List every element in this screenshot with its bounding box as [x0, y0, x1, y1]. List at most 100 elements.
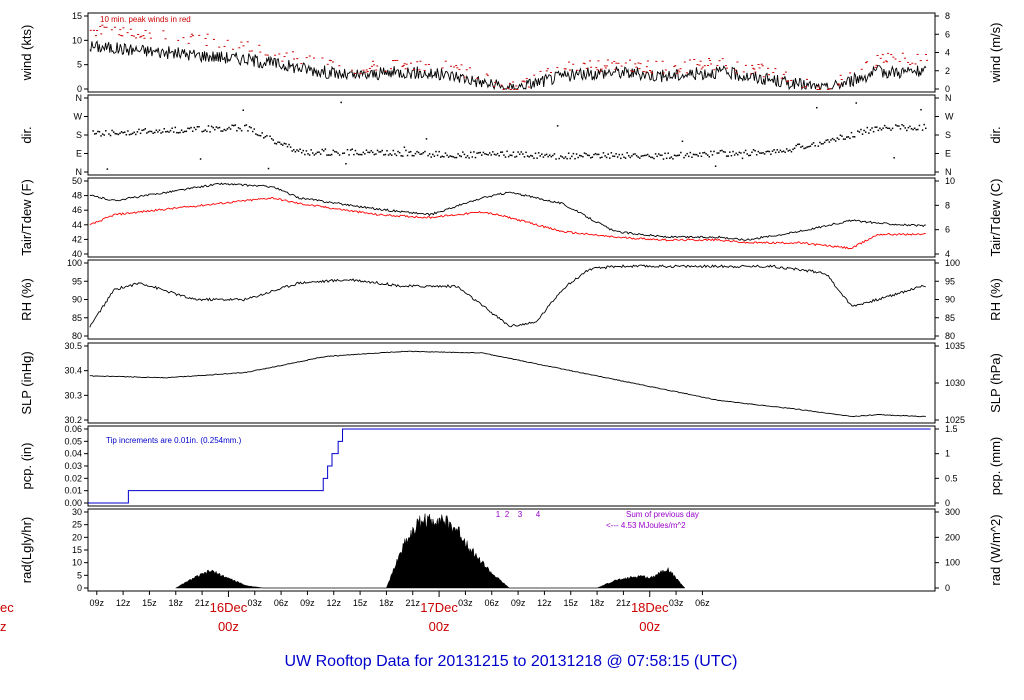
wind-peak-mark [142, 35, 145, 37]
wind-peak-mark [774, 68, 777, 70]
wind-peak-mark [522, 80, 525, 82]
wind-peak-mark [696, 64, 699, 66]
wind-peak-mark [890, 54, 893, 56]
wind-peak-mark [513, 89, 516, 90]
wind-peak-mark [709, 59, 712, 61]
dir-point [752, 149, 755, 151]
dir-point [555, 158, 557, 160]
pcp-ytick-left: 0.05 [64, 436, 82, 446]
wind-peak-mark [424, 64, 427, 66]
wind-peak-mark [630, 70, 633, 72]
dir-point [691, 156, 693, 158]
dir-point [601, 156, 603, 159]
slp-series-slp [89, 350, 926, 418]
dir-ytick-right: S [945, 130, 951, 140]
wind-peak-mark [875, 64, 878, 66]
wind-peak-mark [394, 59, 397, 61]
dir-point [664, 152, 666, 155]
wind-peak-mark [148, 32, 151, 34]
wind-peak-mark [699, 60, 702, 62]
dir-point [809, 145, 812, 147]
dir-point [496, 152, 499, 155]
wind-peak-mark [639, 63, 642, 65]
dir-point [831, 137, 834, 140]
temp-ytick-right: 4 [945, 249, 950, 259]
dir-point [815, 106, 818, 109]
wind-peak-mark [328, 59, 331, 61]
wind-peak-mark [281, 60, 284, 62]
x-tick-label: 15z [563, 598, 578, 608]
dir-point [541, 153, 543, 155]
wind-peak-mark [679, 68, 682, 70]
wind-peak-mark [866, 61, 869, 63]
dir-point [340, 101, 342, 104]
dir-point [169, 129, 172, 132]
dir-point [378, 151, 380, 153]
wind-peak-mark [118, 34, 121, 36]
wind-peak-mark [603, 65, 606, 67]
dir-point [138, 128, 140, 131]
dir-point [283, 142, 286, 145]
rad-day-marker: 4 [536, 510, 541, 519]
dir-frame [87, 94, 936, 176]
day-label-date: 16Dec [210, 600, 248, 615]
dir-point [670, 156, 673, 158]
wind-peak-mark [629, 59, 632, 61]
dir-point [820, 143, 823, 145]
wind-peak-mark [427, 63, 430, 65]
dir-point [184, 130, 186, 133]
dir-point [136, 131, 139, 133]
wind-peak-mark [204, 37, 207, 39]
dir-point [256, 134, 259, 136]
dir-point [572, 152, 575, 155]
x-tick-label: 21z [195, 598, 210, 608]
dir-point [834, 140, 837, 142]
dir-point [93, 133, 96, 135]
dir-point [198, 125, 200, 128]
dir-point [590, 157, 592, 159]
dir-point [454, 156, 456, 159]
wind-peak-mark [527, 86, 530, 88]
dir-point [147, 131, 150, 133]
dir-point [250, 126, 252, 129]
dir-point [650, 156, 652, 159]
dir-point [624, 157, 627, 159]
wind-peak-mark [101, 24, 104, 26]
dir-point [438, 150, 440, 153]
dir-point [564, 156, 567, 158]
dir-point [724, 151, 726, 153]
dir-point [594, 152, 597, 155]
dir-point [360, 153, 363, 156]
wind-peak-mark [689, 59, 692, 61]
rad-day-marker: 2 [505, 510, 510, 519]
dir-point [471, 156, 474, 158]
dir-point [427, 154, 429, 157]
dir-point [567, 152, 570, 154]
wind-peak-mark [919, 60, 922, 62]
wind-peak-mark [700, 68, 703, 70]
dir-point [800, 146, 802, 148]
dir-point [511, 154, 513, 157]
dir-point [308, 154, 311, 156]
x-tick-label: 21z [405, 598, 420, 608]
x-tick-label: 21z [616, 598, 631, 608]
dir-point [730, 154, 733, 157]
dir-point [748, 154, 750, 157]
dir-point [185, 130, 188, 133]
wind-peak-mark [338, 65, 341, 67]
wind-peak-mark [120, 34, 123, 36]
wind-ylabel-left: wind (kts) [19, 25, 34, 82]
wind-peak-mark [246, 41, 249, 43]
dir-point [912, 128, 914, 131]
dir-point [351, 148, 353, 150]
dir-point [879, 127, 881, 130]
dir-ytick-left: S [76, 130, 82, 140]
rad-ytick-right: 100 [945, 558, 960, 568]
dir-point [888, 127, 891, 130]
dir-ytick-left: N [76, 93, 83, 103]
dir-point [880, 129, 883, 131]
wind-ylabel-right: wind (m/s) [988, 23, 1003, 84]
dir-point [609, 157, 611, 159]
dir-point [264, 135, 267, 138]
dir-point [226, 128, 229, 130]
